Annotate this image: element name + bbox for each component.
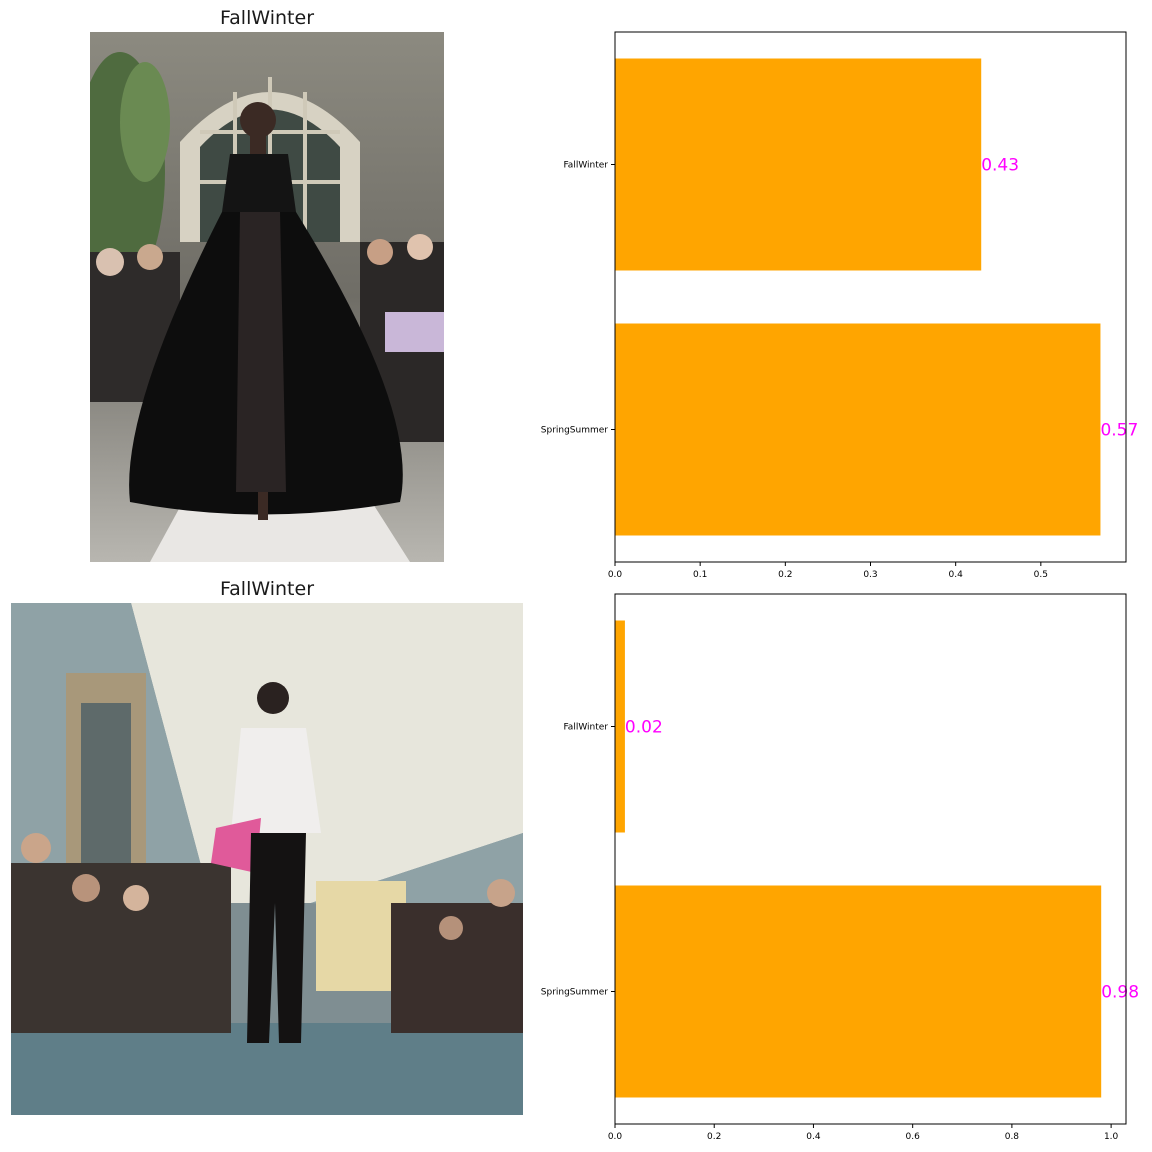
- plot-frame: [614, 593, 1127, 1125]
- bar-springsummer: [615, 885, 1102, 1098]
- x-tick-label: 0.6: [906, 1132, 921, 1142]
- x-tick-label: 0.2: [778, 570, 792, 580]
- x-tick-label: 0.0: [608, 1132, 623, 1142]
- photo-title-2: FallWinter: [219, 578, 315, 600]
- bar-fallwinter: [615, 58, 982, 271]
- bar-springsummer: [615, 323, 1101, 536]
- x-tick-label: 1.0: [1104, 1132, 1119, 1142]
- x-tick-label: 0.4: [949, 570, 964, 580]
- y-tick-label: FallWinter: [563, 161, 608, 171]
- x-tick-label: 0.8: [1005, 1132, 1020, 1142]
- y-tick-label: SpringSummer: [541, 426, 609, 436]
- x-tick-label: 0.1: [693, 570, 707, 580]
- y-tick-label: FallWinter: [563, 723, 608, 733]
- runway-photo-1: [90, 32, 444, 562]
- bar-chart-1: FallWinter 0.43 SpringSummer 0.57 0.0 0.1 0.2 0…: [530, 31, 1138, 582]
- photo-title-1: FallWinter: [219, 7, 315, 29]
- data-label: 0.57: [1100, 421, 1138, 441]
- bar-chart-2: FallWinter 0.02 SpringSummer 0.98 0.0 0.2 0.4 0…: [530, 593, 1139, 1144]
- x-tick-label: 0.3: [863, 570, 877, 580]
- x-tick-label: 0.4: [806, 1132, 821, 1142]
- data-label: 0.02: [625, 718, 663, 738]
- runway-photo-2: [11, 603, 523, 1115]
- data-label: 0.43: [981, 156, 1019, 176]
- x-tick-label: 0.0: [608, 570, 623, 580]
- y-tick-label: SpringSummer: [541, 988, 609, 998]
- x-tick-label: 0.5: [1034, 570, 1048, 580]
- x-tick-label: 0.2: [707, 1132, 721, 1142]
- data-label: 0.98: [1101, 983, 1139, 1003]
- bar-chart-1-svg: FallWinter 0.43 SpringSummer 0.57 0.0 0.1 0.2 0…: [541, 31, 1138, 580]
- bar-fallwinter: [615, 620, 625, 833]
- bar-chart-2-svg: FallWinter 0.02 SpringSummer 0.98 0.0 0.2 0.4 0…: [541, 593, 1139, 1142]
